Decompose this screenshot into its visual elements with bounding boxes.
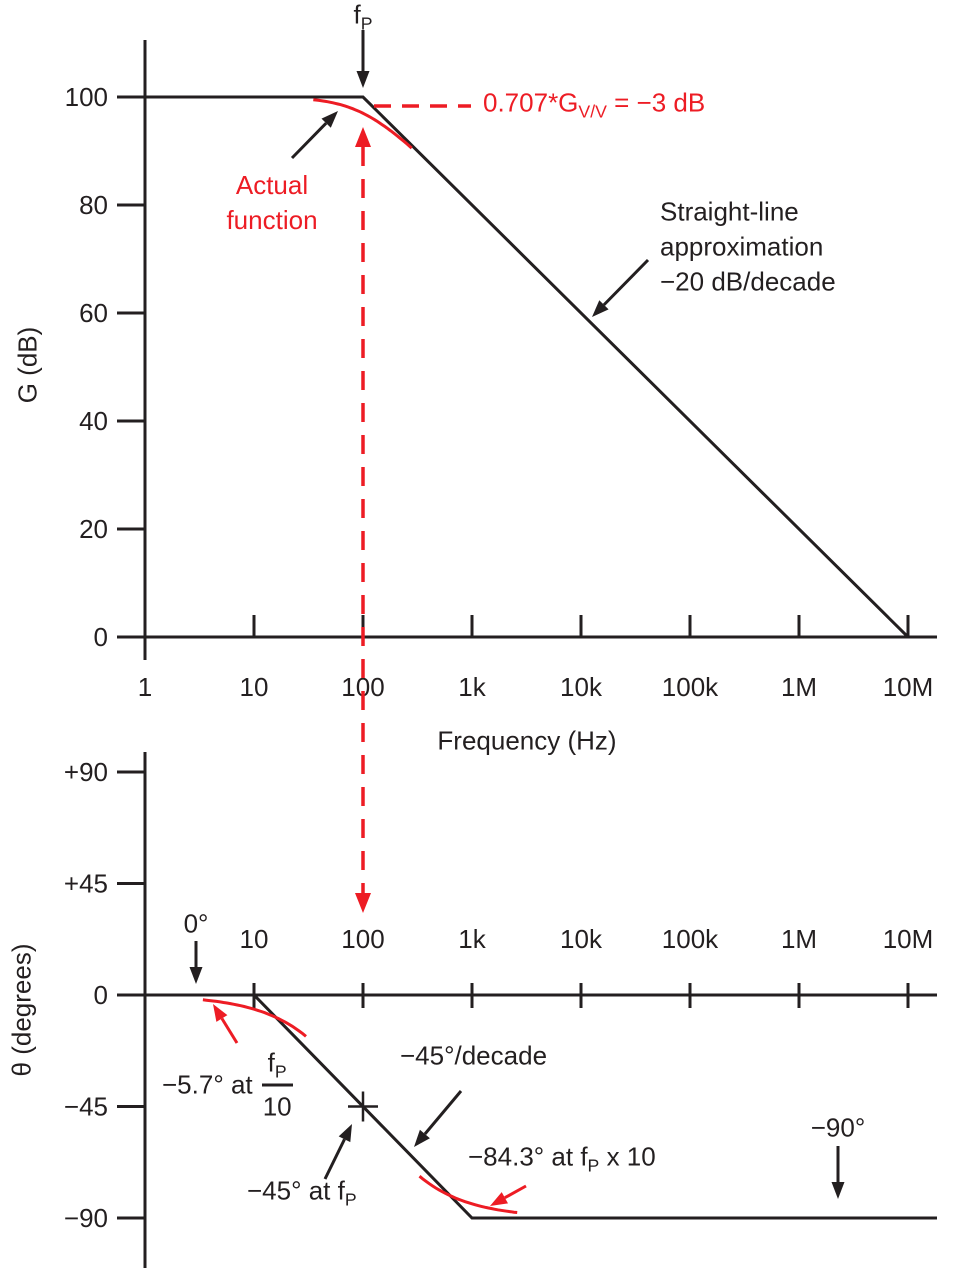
gain-y-axis-label: G (dB) [12, 326, 43, 404]
minus-45-at-fp-annotation: −45° at fP [247, 1174, 357, 1209]
gain-x-tick-label-10: 10 [240, 672, 269, 702]
straight-line-label-line1: Straight-line [660, 196, 799, 227]
straight-line-label-line3: −20 dB/decade [660, 266, 836, 297]
minus-5-7-text: −5.7° at [162, 1069, 253, 1100]
phase-y-axis-label: θ (degrees) [6, 943, 37, 1077]
minus57-arrow-shaft [220, 1017, 239, 1044]
gain-y-tick-label-60: 60 [79, 298, 108, 328]
minus90-arrow-head [831, 1182, 845, 1199]
slope-45-per-decade-arrow-shaft [423, 1090, 463, 1135]
phase-straight-line-curve [145, 993, 937, 1220]
fraction-numerator-base: f [267, 1047, 275, 1078]
gain-x-tick-label-1M: 1M [781, 672, 817, 702]
minus45-at-fp-arrow-head [338, 1124, 352, 1143]
actual-function-line2: function [226, 205, 318, 235]
straight-line-arrow-head [592, 300, 609, 317]
minus-84-3-post: x 10 [599, 1141, 656, 1172]
minus-3db-post: = −3 dB [606, 87, 706, 118]
phase-x-tick-label-10: 10 [240, 924, 269, 954]
actual-function-label: Actual function [226, 168, 317, 238]
phase-x-tick-label-10M: 10M [883, 924, 934, 954]
gain-x-tick-label-1k: 1k [458, 672, 486, 702]
straight-line-approximation-label: Straight-line approximation −20 dB/decad… [660, 195, 836, 300]
fraction-denominator: 10 [262, 1091, 292, 1122]
minus843-arrow-shaft [504, 1184, 527, 1200]
gain-y-tick-label-100: 100 [65, 82, 108, 112]
phase-y-tick-label-−45: −45 [64, 1092, 108, 1122]
minus-84-3-annotation: −84.3° at fP x 10 [468, 1140, 656, 1175]
gain-x-tick-label-100k: 100k [662, 672, 719, 702]
phase-x-tick-label-100: 100 [341, 924, 384, 954]
gain-x-tick-label-1: 1 [138, 672, 152, 702]
actual-function-line1: Actual [235, 170, 309, 200]
phase-y-tick-label-+90: +90 [64, 757, 108, 787]
fraction-numerator: fP [261, 1046, 293, 1087]
gain-actual-function-curve [313, 98, 413, 150]
frequency-axis-label: Frequency (Hz) [437, 725, 617, 756]
phase-x-tick-label-1k: 1k [458, 924, 486, 954]
zero-degrees-annotation: 0° [183, 908, 209, 939]
minus-3db-sub: V/V [578, 101, 607, 122]
fp-dashed-down-arrowhead [355, 893, 371, 913]
fp-pole-marker-label: fP [353, 0, 372, 33]
minus-3db-annotation: 0.707*GV/V = −3 dB [483, 86, 705, 121]
gain-y-tick-label-0: 0 [94, 622, 108, 652]
phase-y-tick-label-+45: +45 [64, 869, 108, 899]
fp-pole-marker-base: f [353, 0, 361, 30]
fp-over-10-fraction: fP 10 [261, 1046, 293, 1125]
minus45-at-fp-arrow-shaft [323, 1138, 346, 1180]
phase-y-tick-label-−90: −90 [64, 1203, 108, 1233]
phase-x-tick-label-100k: 100k [662, 924, 719, 954]
actual-function-arrow-shaft [290, 122, 328, 160]
minus-90-degrees-annotation: −90° [810, 1112, 866, 1143]
zero-deg-arrow-head [189, 967, 203, 984]
minus-84-3-sub: P [587, 1155, 600, 1176]
phase-actual-curve-low [202, 998, 307, 1038]
phase-x-tick-label-1M: 1M [781, 924, 817, 954]
minus-45-per-decade-annotation: −45°/decade [400, 1040, 548, 1071]
phase-x-tick-label-10k: 10k [560, 924, 603, 954]
gain-y-tick-label-40: 40 [79, 406, 108, 436]
fp-dashed-up-arrowhead [355, 127, 371, 147]
phase-actual-curve-high [418, 1175, 518, 1214]
fraction-numerator-sub: P [274, 1061, 287, 1082]
straight-line-label-line2: approximation [660, 231, 824, 262]
minus57-arrow-head [213, 1004, 228, 1022]
minus-84-3-pre: −84.3° at f [468, 1141, 588, 1172]
gain-straight-line-curve [145, 95, 910, 639]
straight-line-arrow-shaft [602, 258, 650, 306]
gain-x-tick-label-10M: 10M [883, 672, 934, 702]
fp-pole-marker-sub: P [360, 13, 373, 34]
gain-y-tick-label-20: 20 [79, 514, 108, 544]
minus-3db-pre: 0.707*G [483, 87, 579, 118]
fp-marker-arrow-head [356, 71, 370, 88]
actual-function-arrow-head [321, 111, 338, 128]
minus-45-at-fp-pre: −45° at f [247, 1175, 345, 1206]
minus-45-at-fp-sub: P [344, 1189, 357, 1210]
gain-x-tick-label-10k: 10k [560, 672, 603, 702]
slope-45-per-decade-arrow-head [414, 1129, 430, 1147]
minus-5-7-degrees-annotation: −5.7° at fP 10 [162, 1046, 293, 1125]
phase-y-tick-label-0: 0 [94, 980, 108, 1010]
gain-y-tick-label-80: 80 [79, 190, 108, 220]
minus843-arrow-head [490, 1192, 508, 1206]
